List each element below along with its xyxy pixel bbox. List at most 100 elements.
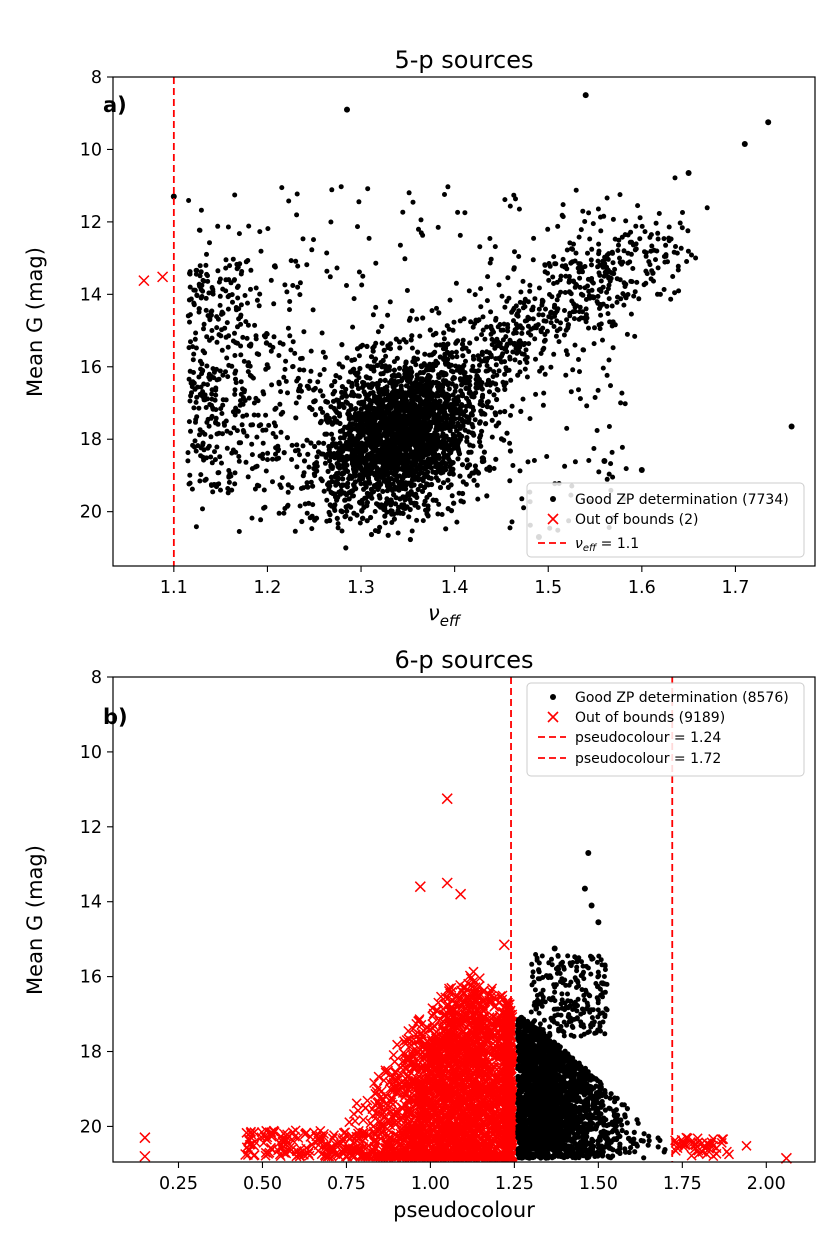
- chart-a-point: [327, 274, 333, 280]
- chart-a-point: [232, 481, 238, 487]
- chart-a-point: [243, 319, 249, 325]
- chart-a-point: [390, 424, 396, 430]
- chart-a-point: [539, 302, 545, 308]
- chart-a-point: [617, 277, 623, 283]
- chart-a-point: [457, 232, 463, 238]
- chart-a-point: [468, 319, 474, 325]
- chart-a-point: [408, 373, 414, 379]
- chart-a-point: [265, 226, 271, 232]
- chart-a-point: [472, 463, 478, 469]
- chart-a-point: [369, 417, 375, 423]
- chart-a-point: [424, 375, 430, 381]
- chart-a-point: [619, 390, 625, 396]
- chart-a-point: [467, 340, 473, 346]
- chart-a-point: [249, 441, 255, 447]
- chart-a-point: [192, 287, 198, 293]
- chart-a-point: [480, 314, 486, 320]
- chart-a-point: [232, 353, 238, 358]
- chart-a-point: [459, 462, 466, 468]
- chart-a-point: [345, 455, 351, 462]
- chart-a-point: [595, 293, 601, 299]
- chart-a-point: [628, 278, 634, 284]
- chart-a-point: [297, 503, 303, 509]
- chart-a-point: [360, 422, 366, 428]
- chart-a-point: [485, 377, 492, 383]
- chart-a-point: [225, 490, 231, 496]
- chart-a-point: [639, 223, 645, 229]
- chart-a-point: [577, 369, 582, 375]
- chart-a-point: [668, 296, 674, 302]
- chart-a-point: [478, 443, 484, 449]
- chart-a-point: [460, 337, 466, 343]
- chart-a-point: [214, 339, 220, 345]
- chart-a-point: [391, 359, 397, 365]
- chart-a-point: [372, 528, 378, 534]
- chart-a-point: [353, 486, 359, 492]
- chart-a-point: [462, 427, 468, 433]
- chart-a-point: [436, 310, 442, 316]
- chart-a-point: [366, 438, 373, 444]
- chart-a-point: [447, 297, 453, 303]
- chart-a-point: [541, 390, 547, 396]
- chart-a-point: [195, 384, 200, 390]
- chart-a-point: [317, 388, 323, 394]
- chart-a-point: [592, 395, 598, 400]
- chart-a-point: [281, 450, 287, 456]
- chart-a-point: [394, 399, 400, 405]
- chart-a-xtick-label-2: 1.3: [347, 578, 375, 598]
- chart-a-point: [519, 496, 525, 502]
- chart-a-point: [442, 192, 447, 197]
- chart-a-point: [392, 454, 398, 460]
- chart-a-point: [203, 262, 209, 268]
- chart-a-point: [661, 287, 667, 292]
- chart-a-point: [202, 477, 208, 483]
- chart-a-point: [204, 363, 210, 369]
- chart-a-point: [551, 351, 557, 357]
- chart-a-point: [517, 360, 523, 365]
- chart-a-point: [424, 494, 430, 500]
- chart-a-xtick-label-6: 1.7: [722, 578, 750, 598]
- chart-a-point: [382, 454, 389, 460]
- chart-a-point: [407, 536, 413, 543]
- chart-a-point: [190, 357, 196, 363]
- chart-a-point: [414, 517, 420, 523]
- chart-a-point: [289, 442, 295, 448]
- chart-a-point: [471, 407, 476, 413]
- chart-a-point: [372, 509, 378, 514]
- chart-a-point: [445, 506, 451, 512]
- chart-a-point: [420, 315, 426, 321]
- chart-a-point: [612, 322, 618, 328]
- chart-a-point: [479, 332, 485, 338]
- chart-a-point: [385, 471, 391, 477]
- chart-a-point: [606, 357, 612, 363]
- chart-a-point: [232, 387, 238, 393]
- chart-a-point: [422, 362, 428, 368]
- chart-a-point: [445, 184, 451, 190]
- chart-a-point: [604, 195, 610, 201]
- chart-a-point: [277, 401, 283, 407]
- chart-a-point: [572, 459, 578, 465]
- chart-a-point: [264, 331, 270, 336]
- chart-a-point: [462, 210, 468, 216]
- chart-a-point: [210, 489, 216, 495]
- chart-a-point: [684, 259, 690, 264]
- chart-b-points: [139, 793, 792, 1164]
- chart-a-point: [406, 514, 412, 520]
- chart-a-point: [424, 430, 430, 436]
- chart-a-point: [416, 389, 422, 394]
- chart-a-point: [387, 299, 393, 305]
- chart-a-point: [586, 458, 592, 463]
- chart-a-point: [388, 341, 393, 347]
- chart-a-point: [466, 390, 472, 396]
- chart-a-point: [202, 431, 208, 437]
- chart-a-point: [241, 389, 247, 395]
- chart-a-point: [336, 462, 342, 468]
- chart-a-xtick-label-5: 1.6: [628, 578, 656, 598]
- chart-a-point: [677, 220, 683, 226]
- chart-a-point: [448, 461, 454, 467]
- chart-a-point: [335, 397, 341, 404]
- chart-a-point: [470, 443, 476, 449]
- chart-a-point: [482, 356, 488, 362]
- chart-a-point: [489, 434, 495, 440]
- chart-a-point: [472, 292, 478, 298]
